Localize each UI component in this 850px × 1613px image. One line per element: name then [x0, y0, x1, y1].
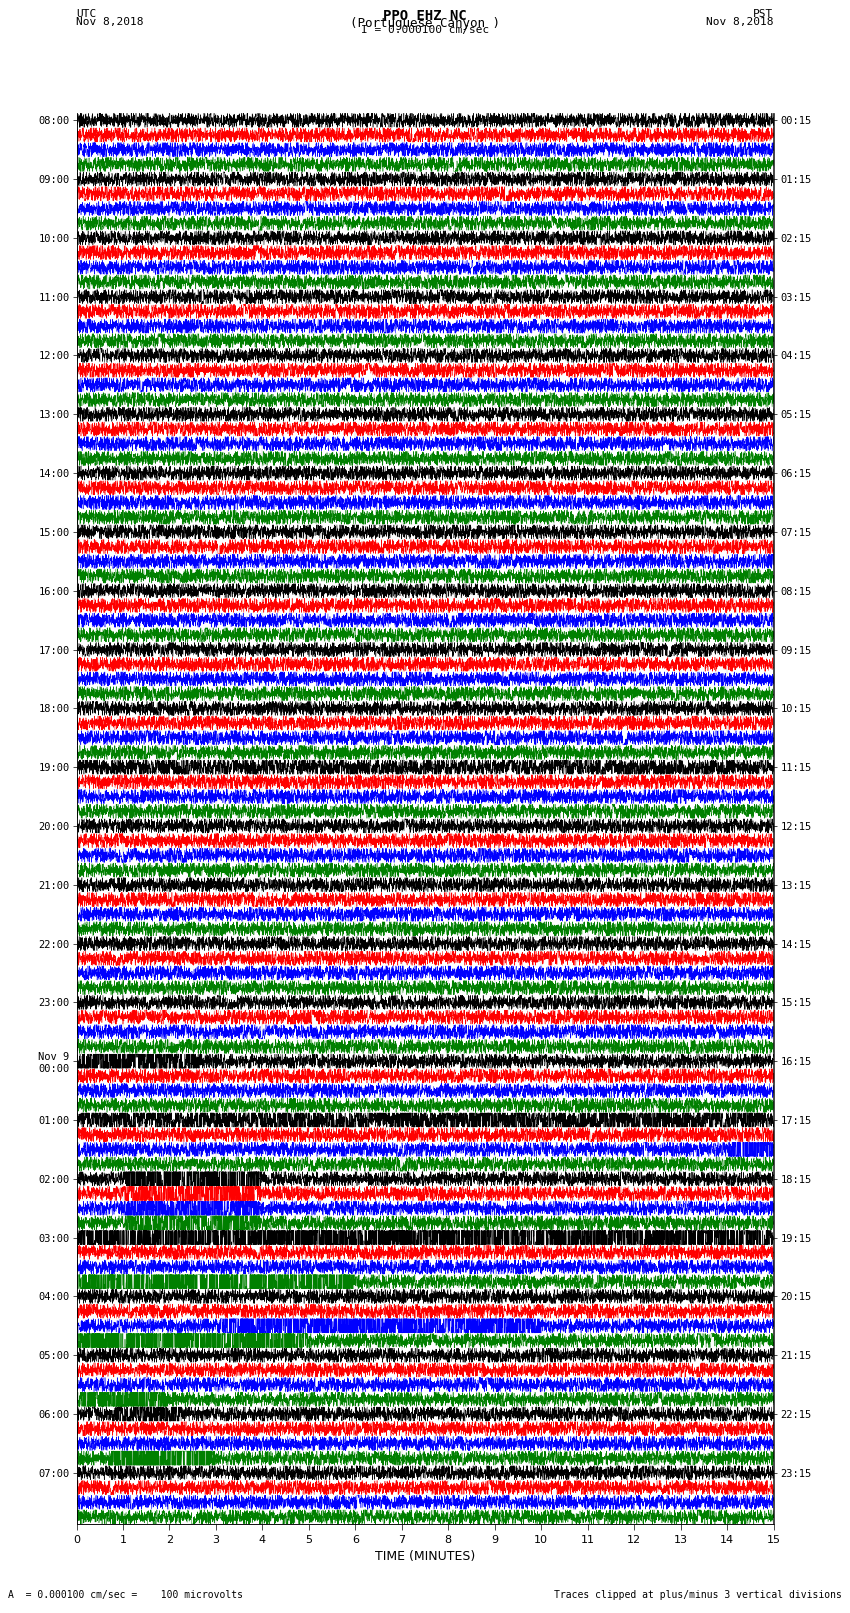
Text: PST: PST	[753, 10, 774, 19]
Text: (Portuguese Canyon ): (Portuguese Canyon )	[350, 18, 500, 31]
Text: UTC: UTC	[76, 10, 97, 19]
Text: A  = 0.000100 cm/sec =    100 microvolts: A = 0.000100 cm/sec = 100 microvolts	[8, 1590, 243, 1600]
X-axis label: TIME (MINUTES): TIME (MINUTES)	[375, 1550, 475, 1563]
Text: Nov 8,2018: Nov 8,2018	[706, 18, 774, 27]
Text: Nov 8,2018: Nov 8,2018	[76, 18, 144, 27]
Text: I = 0.000100 cm/sec: I = 0.000100 cm/sec	[361, 24, 489, 35]
Text: Traces clipped at plus/minus 3 vertical divisions: Traces clipped at plus/minus 3 vertical …	[553, 1590, 842, 1600]
Text: PPO EHZ NC: PPO EHZ NC	[383, 10, 467, 23]
